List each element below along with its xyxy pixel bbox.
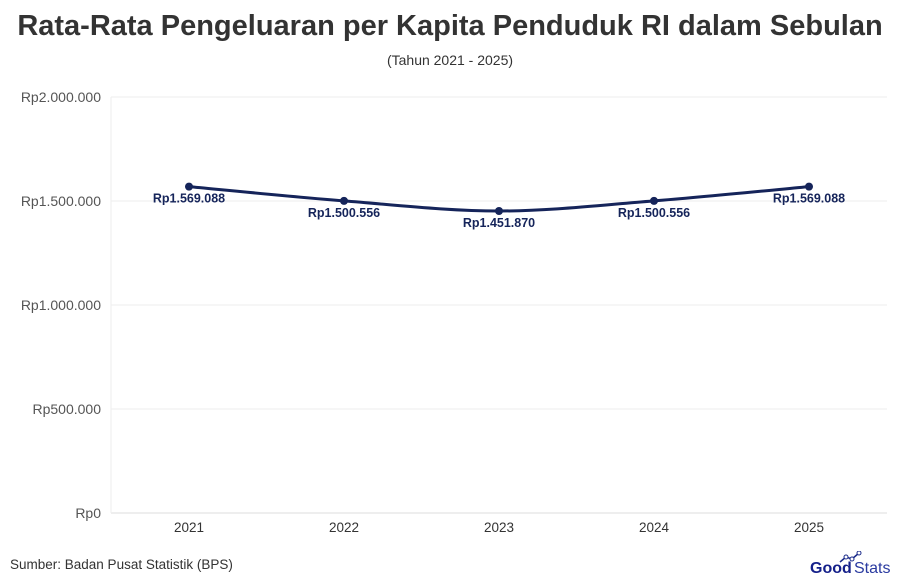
x-tick-label: 2023 [484, 520, 514, 535]
svg-text:Good: Good [810, 560, 852, 577]
goodstats-logo: Good Stats [810, 551, 890, 577]
data-label: Rp1.500.556 [618, 206, 690, 220]
source-note: Sumber: Badan Pusat Statistik (BPS) [10, 557, 233, 572]
data-point [340, 196, 348, 205]
x-tick-label: 2024 [639, 520, 670, 535]
chart-subtitle: (Tahun 2021 - 2025) [386, 52, 514, 68]
data-label: Rp1.569.088 [773, 192, 845, 206]
data-label: Rp1.569.088 [153, 192, 225, 206]
data-label: Rp1.451.870 [463, 216, 535, 230]
data-point [805, 182, 813, 191]
x-tick-label: 2021 [174, 520, 204, 535]
svg-text:Stats: Stats [854, 560, 890, 577]
x-tick-label: 2022 [329, 520, 359, 535]
y-tick-label: Rp2.000.000 [21, 89, 101, 105]
data-point [495, 207, 503, 216]
data-point [185, 182, 193, 191]
chart-title: Rata-Rata Pengeluaran per Kapita Pendudu… [17, 10, 883, 42]
data-label: Rp1.500.556 [308, 206, 380, 220]
data-point [650, 196, 658, 205]
y-tick-label: Rp1.000.000 [21, 297, 101, 313]
x-tick-label: 2025 [794, 520, 824, 535]
y-tick-label: Rp0 [75, 505, 101, 521]
y-tick-label: Rp500.000 [32, 401, 101, 417]
y-tick-label: Rp1.500.000 [21, 193, 101, 209]
